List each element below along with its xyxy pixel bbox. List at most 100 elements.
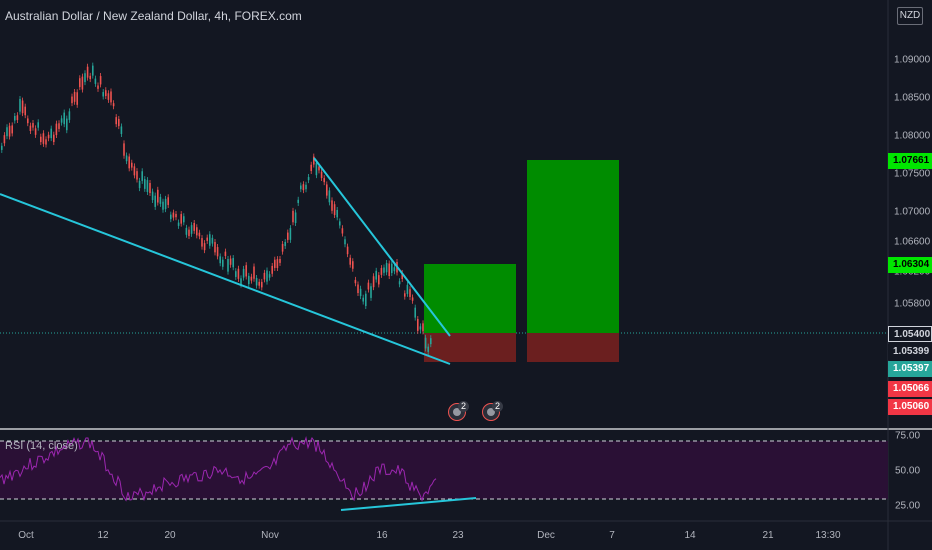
candle-body — [131, 162, 133, 168]
candle-body — [391, 263, 393, 274]
candle-body — [331, 200, 333, 211]
candle-body — [302, 184, 305, 191]
time-label: 12 — [97, 530, 109, 541]
candle-body — [326, 184, 328, 196]
candle-body — [367, 282, 370, 290]
candle-body — [297, 199, 299, 203]
long-position-1-loss[interactable] — [424, 333, 516, 362]
long-position-1-profit[interactable] — [424, 264, 516, 333]
long-position-2-loss[interactable] — [527, 333, 619, 362]
price-label: 1.08000 — [894, 130, 931, 142]
candle-body — [370, 286, 372, 298]
time-label: 20 — [164, 530, 176, 541]
candle-body — [105, 90, 107, 96]
candle-body — [242, 268, 245, 278]
candle-body — [229, 258, 232, 265]
event-dot — [453, 408, 461, 416]
candle-body — [58, 123, 60, 129]
candle-body — [271, 265, 273, 274]
candle-body — [89, 75, 91, 80]
candle-body — [92, 65, 94, 76]
candle-body — [401, 273, 403, 280]
candle-body — [146, 180, 149, 192]
candle-body — [107, 93, 110, 100]
candle-body — [1, 145, 3, 150]
candle-body — [14, 116, 16, 121]
candle-body — [237, 268, 240, 279]
candle-body — [45, 139, 47, 145]
candle-body — [372, 276, 375, 288]
candle-body — [196, 227, 198, 236]
candle-body — [305, 184, 307, 190]
price-label: 1.05800 — [894, 298, 931, 310]
rsi-level-label: 75.00 — [895, 430, 921, 442]
long-position-2-profit[interactable] — [527, 160, 619, 333]
candle-body — [162, 201, 164, 210]
candle-body — [393, 267, 396, 272]
candle-body — [357, 284, 359, 294]
candle-body — [55, 123, 58, 136]
candle-body — [21, 100, 24, 114]
candle-body — [404, 293, 406, 297]
candle-body — [274, 259, 276, 268]
candle-body — [224, 251, 227, 256]
candle-body — [300, 185, 302, 190]
candle-body — [102, 92, 104, 97]
event-count-badge: 2 — [458, 401, 469, 412]
price-label: 1.07000 — [894, 206, 931, 218]
candle-body — [66, 118, 68, 131]
rsi-indicator-label[interactable]: RSI (14, close) — [5, 440, 78, 452]
rsi-band — [0, 441, 888, 499]
upper-trendline[interactable] — [313, 157, 451, 337]
candle-body — [206, 237, 208, 241]
candle-body — [310, 164, 312, 171]
candle-body — [398, 281, 401, 285]
candle-body — [188, 229, 190, 237]
candle-body — [323, 178, 325, 183]
candle-body — [328, 190, 331, 203]
currency-badge[interactable]: NZD — [897, 7, 923, 25]
rsi-divergence-line[interactable] — [340, 497, 477, 511]
lower-trendline[interactable] — [0, 193, 451, 365]
candle-body — [268, 274, 271, 278]
time-label: Dec — [537, 530, 555, 541]
candle-body — [375, 270, 377, 280]
candle-body — [29, 125, 32, 131]
candle-body — [50, 128, 52, 139]
candle-body — [71, 96, 73, 104]
candle-body — [159, 196, 162, 204]
candle-body — [123, 143, 125, 156]
candle-body — [193, 222, 195, 231]
candle-body — [365, 293, 367, 307]
candle-body — [112, 103, 115, 107]
candle-body — [154, 195, 156, 207]
price-label: 1.06600 — [894, 236, 931, 248]
candle-body — [115, 117, 117, 125]
candle-body — [167, 197, 169, 205]
candle-body — [219, 256, 221, 264]
candle-body — [86, 66, 89, 78]
rsi-level-label: 25.00 — [895, 500, 921, 512]
candle-body — [388, 263, 390, 277]
candle-body — [289, 228, 292, 240]
candle-body — [34, 128, 37, 135]
candle-body — [424, 337, 427, 349]
price-axis-bg — [888, 0, 932, 550]
price-label: 1.08500 — [894, 92, 931, 104]
candle-body — [24, 106, 26, 116]
price-label: 1.07500 — [894, 168, 931, 180]
candle-body — [138, 180, 141, 189]
time-label: 21 — [762, 530, 774, 541]
candle-body — [79, 78, 81, 88]
candle-body — [68, 111, 71, 120]
candle-body — [266, 270, 268, 282]
candle-body — [42, 133, 45, 144]
candle-body — [27, 118, 29, 124]
candle-body — [276, 259, 279, 269]
candle-body — [232, 258, 234, 268]
candle-body — [99, 76, 102, 85]
candle-body — [133, 166, 136, 176]
candle-body — [284, 241, 286, 246]
entry-price-tag: 1.05400 — [888, 326, 932, 342]
